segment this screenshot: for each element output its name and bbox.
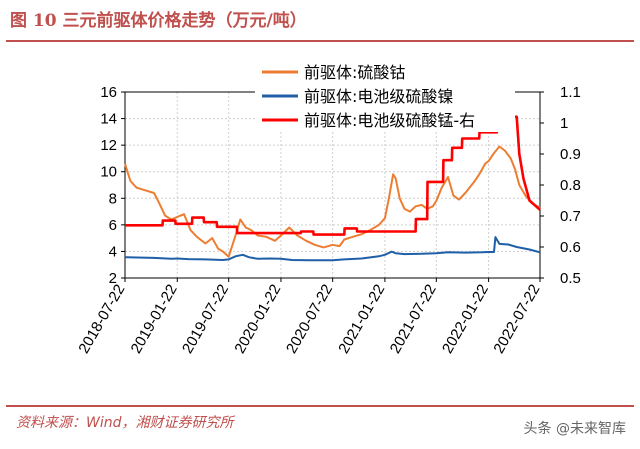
- series-line-1: [124, 236, 541, 262]
- x-tick-label: 2018-07-22: [75, 282, 128, 357]
- series-lines: [124, 115, 541, 262]
- left-axis-ticks: 2 4 6 8 10 12 14 16: [100, 84, 125, 287]
- source-note: 资料来源：Wind，湘财证券研究所: [16, 415, 234, 431]
- watermark: 头条 @未来智库: [523, 421, 626, 437]
- right-tick-label: 0.9: [560, 146, 581, 163]
- left-tick-label: 10: [100, 164, 117, 181]
- left-tick-label: 14: [100, 111, 117, 128]
- x-tick-label: 2020-01-22: [231, 282, 284, 357]
- right-tick-label: 1: [560, 115, 568, 132]
- right-tick-label: 0.5: [560, 270, 581, 287]
- left-tick-label: 8: [109, 190, 117, 207]
- x-tick-label: 2019-01-22: [128, 282, 181, 357]
- x-tick-label: 2020-07-22: [283, 282, 336, 357]
- x-tick-label: 2019-07-22: [179, 282, 232, 357]
- right-tick-label: 0.7: [560, 208, 581, 225]
- right-tick-label: 0.8: [560, 177, 581, 194]
- source-divider: [6, 405, 634, 407]
- left-tick-label: 6: [109, 217, 117, 234]
- right-tick-label: 1.1: [560, 84, 581, 101]
- legend-label-0: 前驱体:硫酸钴: [304, 63, 405, 82]
- right-tick-label: 0.6: [560, 239, 581, 256]
- left-tick-label: 16: [100, 84, 117, 101]
- x-tick-label: 2022-01-22: [439, 281, 492, 356]
- x-tick-label: 2021-01-22: [335, 282, 388, 357]
- x-tick-label: 2021-07-22: [387, 282, 440, 357]
- series-line-2: [125, 115, 541, 236]
- left-tick-label: 4: [109, 243, 117, 260]
- chart-svg: 2 4 6 8 10 12 14 16 0.5 0.6 0.7 0.8 0.9 1 1.1 2018-07…: [75, 60, 581, 357]
- series-line-0: [124, 145, 541, 258]
- x-tick-label: 2022-07-22: [490, 282, 543, 357]
- left-tick-label: 12: [100, 137, 117, 154]
- legend-background: [255, 60, 515, 132]
- title-divider: [6, 40, 634, 42]
- left-tick-label: 2: [109, 270, 117, 287]
- right-axis-ticks: 0.5 0.6 0.7 0.8 0.9 1 1.1: [540, 84, 581, 287]
- legend-label-2: 前驱体:电池级硫酸锰-右: [304, 111, 475, 130]
- chart-title: 图 10 三元前驱体价格走势（万元/吨）: [10, 11, 307, 31]
- legend-label-1: 前驱体:电池级硫酸镍: [304, 87, 453, 106]
